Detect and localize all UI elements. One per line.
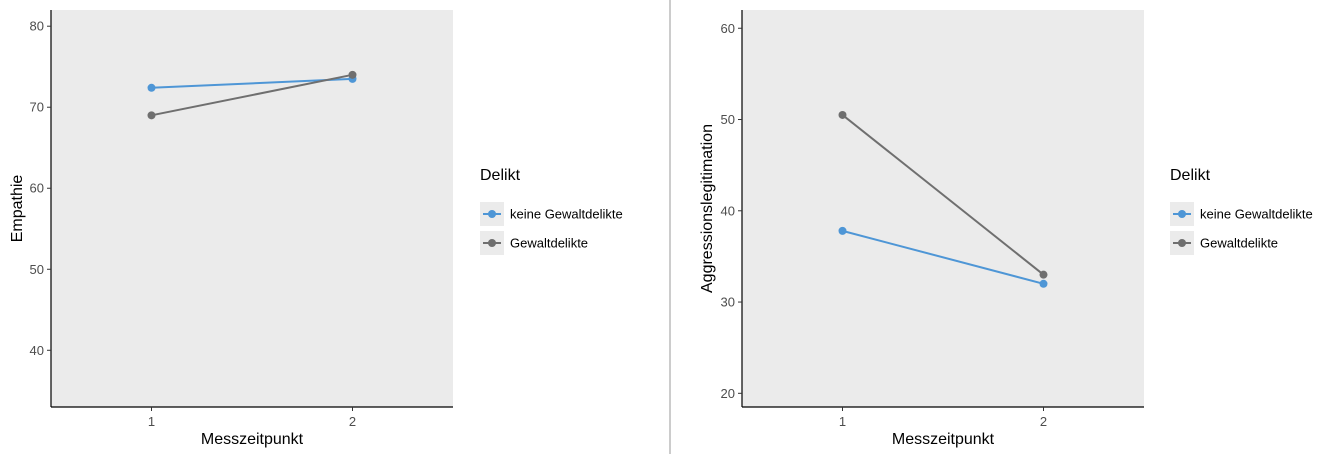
y-tick-label: 50 <box>30 262 44 277</box>
legend-key-point <box>1178 210 1186 218</box>
legend-title: Delikt <box>480 167 521 184</box>
y-tick-label: 60 <box>721 21 735 36</box>
data-point <box>1039 270 1048 279</box>
data-point <box>147 111 156 120</box>
y-tick-label: 40 <box>30 343 44 358</box>
y-tick-label: 50 <box>721 112 735 127</box>
chart-1: 40 50 60 70 80 1 2 Messzeitpunkt Empathie Delikt k… <box>9 10 623 448</box>
series-line-2 <box>151 73 353 117</box>
data-point <box>838 110 847 119</box>
legend: Delikt keine Gewaltdelikte Gewaltdelikte <box>480 167 623 255</box>
y-axis-title: Aggressionslegitimation <box>699 124 716 293</box>
y-tick-label: 80 <box>30 19 44 34</box>
x-tick-label: 2 <box>349 414 356 429</box>
legend-entry-label: keine Gewaltdelikte <box>1200 207 1313 222</box>
y-tick-label: 60 <box>30 181 44 196</box>
data-point <box>348 70 357 79</box>
x-tick-label: 1 <box>148 414 155 429</box>
x-axis-title: Messzeitpunkt <box>892 431 995 448</box>
data-point <box>1039 279 1048 288</box>
plot-panel <box>742 10 1144 407</box>
y-tick-label: 40 <box>721 203 735 218</box>
x-tick-label: 2 <box>1040 414 1047 429</box>
series-line-1 <box>151 77 353 89</box>
plot-panel <box>51 10 453 407</box>
legend-key-point <box>488 210 496 218</box>
x-tick-label: 1 <box>839 414 846 429</box>
y-axis-title: Empathie <box>9 175 26 243</box>
chart-2: 20 30 40 50 60 1 2 Messzeitpunkt Aggressionslegi… <box>699 10 1313 448</box>
data-point <box>147 83 156 92</box>
legend-entry-label: keine Gewaltdelikte <box>510 207 623 222</box>
series-line-2 <box>841 114 1045 276</box>
y-tick-label: 20 <box>721 386 735 401</box>
data-point <box>838 226 847 235</box>
legend: Delikt keine Gewaltdelikte Gewaltdelikte <box>1170 167 1313 255</box>
legend-entry-label: Gewaltdelikte <box>1200 236 1278 251</box>
y-tick-label: 30 <box>721 295 735 310</box>
legend-entry-label: Gewaltdelikte <box>510 236 588 251</box>
legend-key-point <box>488 239 496 247</box>
legend-title: Delikt <box>1170 167 1211 184</box>
series-line-1 <box>842 229 1044 285</box>
x-axis-title: Messzeitpunkt <box>201 431 304 448</box>
legend-key-point <box>1178 239 1186 247</box>
y-tick-label: 70 <box>30 100 44 115</box>
